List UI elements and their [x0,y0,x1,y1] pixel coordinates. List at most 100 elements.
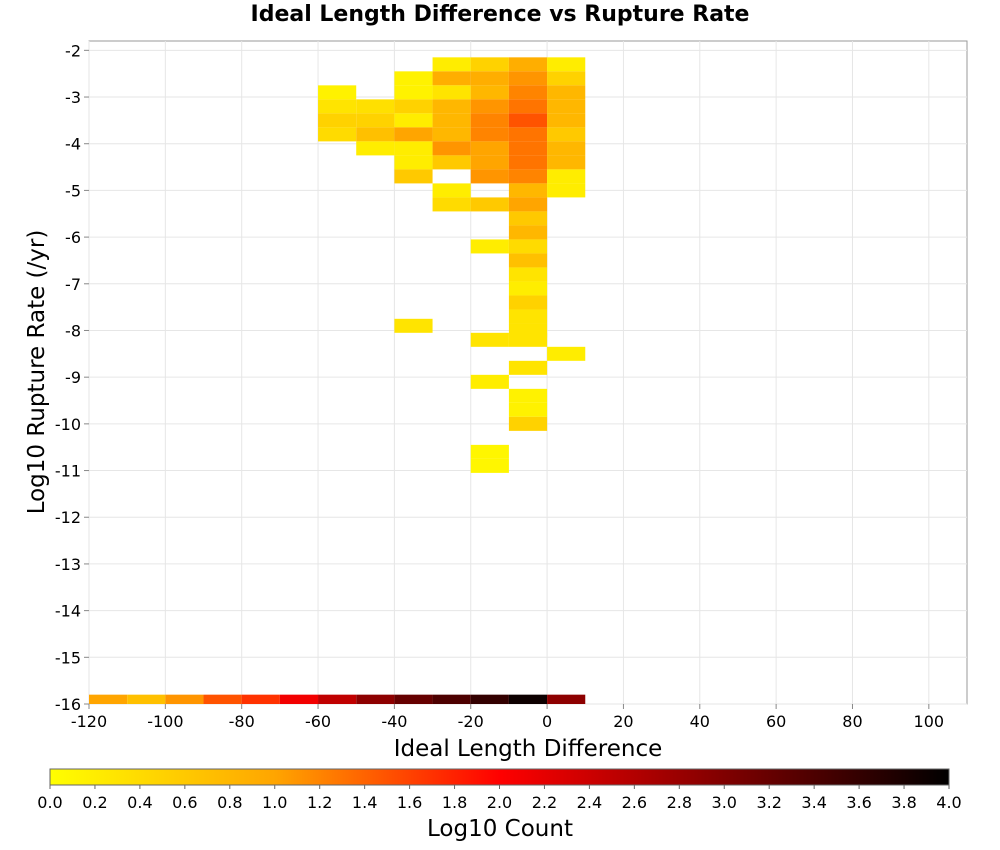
y-axis-label: Log10 Rupture Rate (/yr) [24,230,50,515]
x-tick-label: -80 [229,712,255,731]
heatmap-cell [470,57,509,72]
y-tick-label: -11 [55,462,81,481]
heatmap-cell [432,183,471,198]
heatmap-cell [318,113,357,128]
heatmap-cell [432,155,471,170]
heatmap-cell [470,197,509,212]
heatmap-cell [470,694,509,704]
heatmap-cell [394,318,433,333]
y-tick-label: -9 [65,368,81,387]
colorbar-tick-label: 0.4 [127,793,152,812]
heatmap-cell [470,99,509,114]
colorbar-tick-label: 4.0 [936,793,961,812]
heatmap-cell [508,211,548,226]
heatmap-cell [508,239,548,254]
heatmap-cell [508,360,548,375]
y-tick-label: -12 [55,508,81,527]
x-axis-label: Ideal Length Difference [394,736,663,762]
heatmap-cell [356,127,395,142]
y-tick-label: -13 [55,555,81,574]
heatmap-cell [508,295,548,310]
heatmap-cell [547,85,586,100]
y-tick-label: -10 [55,415,81,434]
heatmap-cell [432,71,471,86]
heatmap-cell [470,113,509,128]
heatmap-cell [470,169,509,184]
heatmap-cell [508,141,548,156]
heatmap-cell [470,127,509,142]
heatmap-cell [241,694,280,704]
heatmap-cell [508,388,548,403]
heatmap-cell [547,346,586,361]
heatmap-cell [547,71,586,86]
heatmap-cell [470,444,509,459]
y-tick-label: -15 [55,648,81,667]
heatmap-cell [508,225,548,240]
x-tick-label: 80 [842,712,862,731]
heatmap-cell [356,99,395,114]
colorbar-tick-label: 1.6 [397,793,422,812]
heatmap-cell [470,239,509,254]
heatmap-cell [547,99,586,114]
x-tick-label: 0 [542,712,552,731]
heatmap-cell [508,113,548,128]
heatmap-cell [356,113,395,128]
heatmap-cell [318,694,357,704]
heatmap-cell [394,141,433,156]
y-tick-label: -5 [65,181,81,200]
heatmap-cell [394,127,433,142]
heatmap-cell [508,281,548,296]
heatmap-cell [547,57,586,72]
x-tick-label: 100 [914,712,945,731]
y-axis-ticks: -2 -3 -4 -5 -6 -7 -8 -9 -10 -11 -12 -13 -14 -15 -16 [55,41,89,714]
heatmap-cell [508,155,548,170]
y-tick-label: -4 [65,135,81,154]
heatmap-cell [547,169,586,184]
x-tick-label: -120 [71,712,107,731]
colorbar-tick-label: 1.4 [352,793,377,812]
heatmap-cell [318,127,357,142]
heatmap-cell [165,694,204,704]
heatmap-cell [508,253,548,268]
heatmap-cell [470,155,509,170]
heatmap-cell [508,85,548,100]
heatmap-cell [508,694,548,704]
heatmap-cell [394,85,433,100]
colorbar-tick-label: 2.4 [577,793,602,812]
heatmap-cell [547,141,586,156]
x-axis-ticks: -120 -100 -80 -60 -40 -20 0 20 40 60 80 100 [71,704,944,731]
y-tick-label: -16 [55,695,81,714]
colorbar [49,768,950,786]
heatmap-cell [508,197,548,212]
heatmap-cell [470,141,509,156]
colorbar-tick-label: 2.0 [487,793,512,812]
colorbar-tick-label: 0.8 [217,793,242,812]
heatmap-cell [508,57,548,72]
heatmap-cell [394,113,433,128]
heatmap-cell [508,309,548,324]
y-tick-label: -3 [65,88,81,107]
colorbar-tick-label: 0.0 [37,793,62,812]
x-tick-label: 40 [690,712,710,731]
colorbar-tick-label: 0.2 [82,793,107,812]
heatmap-cell [470,71,509,86]
heatmap-cell [432,99,471,114]
y-tick-label: -14 [55,602,81,621]
heatmap-cells [89,57,586,704]
colorbar-tick-label: 2.2 [532,793,557,812]
heatmap-cell [432,113,471,128]
colorbar-tick-label: 1.0 [262,793,287,812]
colorbar-tick-label: 0.6 [172,793,197,812]
heatmap-cell [432,127,471,142]
heatmap-cell [547,694,586,704]
y-tick-label: -2 [65,41,81,60]
colorbar-tick-label: 1.2 [307,793,332,812]
heatmap-cell [508,402,548,417]
heatmap-cell [318,85,357,100]
heatmap-cell [508,332,548,347]
heatmap-cell [432,694,471,704]
heatmap-cell [547,127,586,142]
heatmap-cell [432,197,471,212]
heatmap-cell [394,155,433,170]
x-tick-label: -20 [458,712,484,731]
